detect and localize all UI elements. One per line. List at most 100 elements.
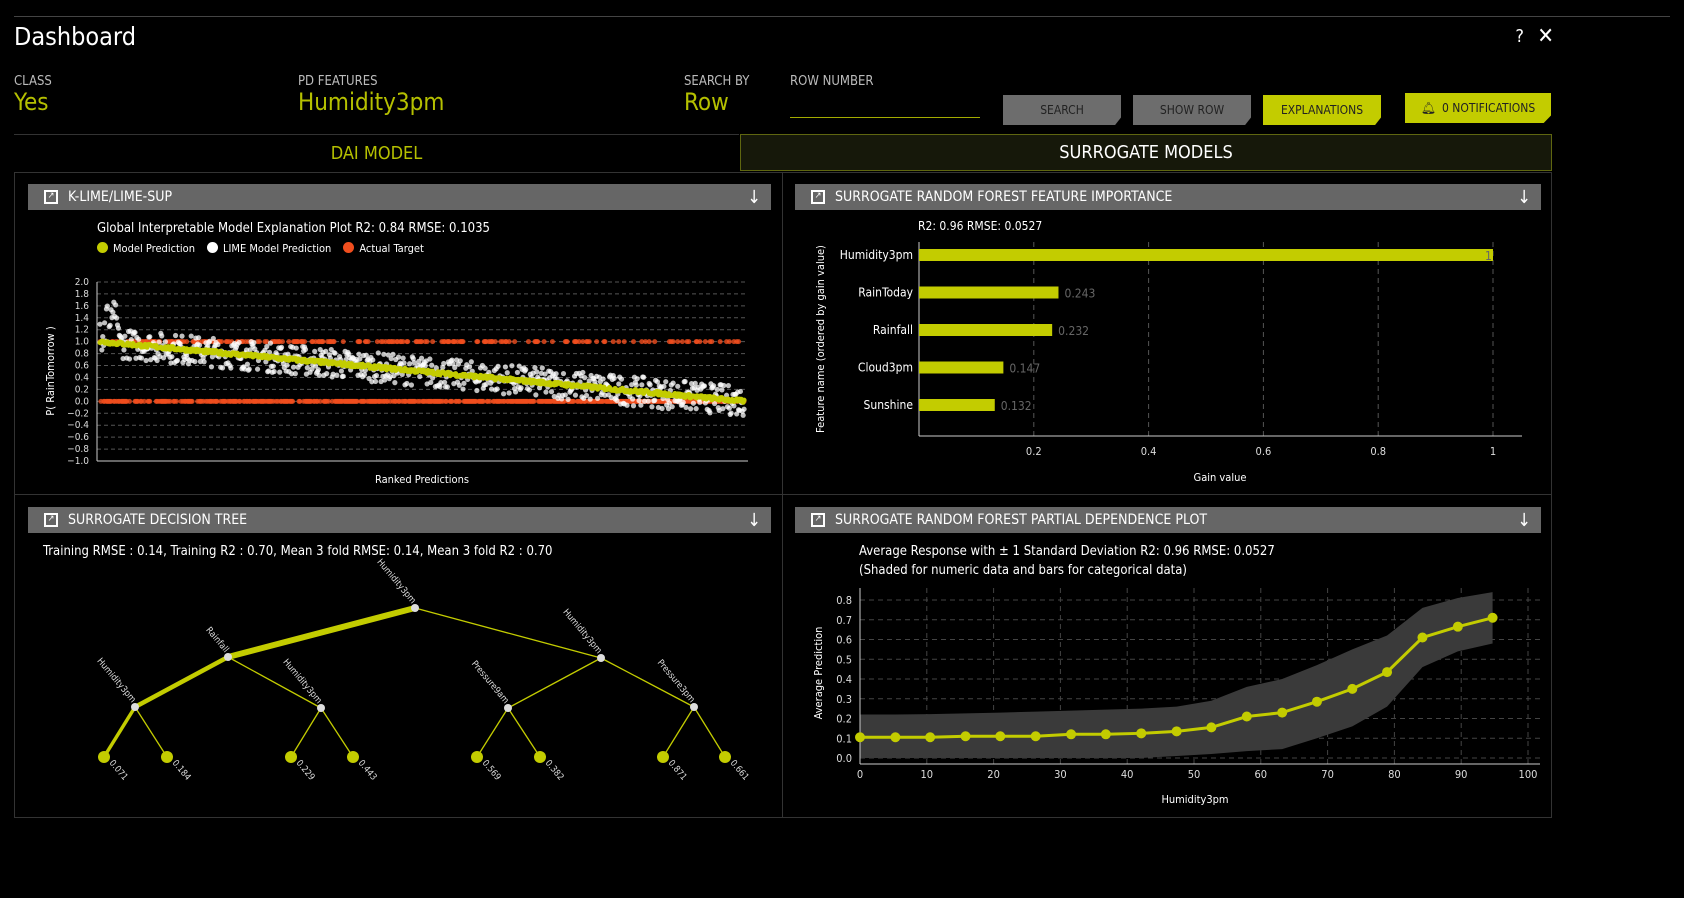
lime-prediction-point xyxy=(523,367,529,373)
lime-prediction-point xyxy=(375,350,381,356)
x-tick-label: 40 xyxy=(1121,768,1134,781)
pd-features-value[interactable]: Humidity3pm xyxy=(298,88,445,116)
lime-prediction-point xyxy=(422,363,428,369)
leaf-node xyxy=(161,751,173,763)
actual-target-point xyxy=(354,398,360,404)
lime-prediction-point xyxy=(207,338,213,344)
lime-prediction-point xyxy=(236,339,242,346)
actual-target-point xyxy=(446,339,452,345)
search-button[interactable]: SEARCH xyxy=(1003,95,1121,125)
lime-prediction-point xyxy=(407,361,413,367)
value-label: 0.147 xyxy=(1009,362,1040,376)
search-by-value[interactable]: Row xyxy=(684,88,729,116)
actual-target-point xyxy=(456,398,462,404)
y-tick-label: 0.0 xyxy=(836,752,852,765)
lime-legend: Model Prediction LIME Model Prediction A… xyxy=(97,242,424,255)
leaf-node xyxy=(534,751,546,763)
lime-prediction-point xyxy=(583,392,590,399)
tree-node xyxy=(504,704,512,712)
actual-target-point xyxy=(541,339,547,345)
y-tick-label: 1.2 xyxy=(75,325,89,336)
help-icon[interactable]: ? xyxy=(1515,26,1524,47)
lime-prediction-point xyxy=(734,411,740,417)
download-icon[interactable]: ↓ xyxy=(1517,509,1531,531)
value-label: 0.243 xyxy=(1064,287,1095,301)
lime-prediction-point xyxy=(195,335,202,341)
tree-edge xyxy=(414,607,602,659)
x-axis-label: Ranked Predictions xyxy=(375,473,469,486)
std-band xyxy=(860,592,1493,758)
close-icon[interactable]: ✕ xyxy=(1537,24,1554,49)
lime-prediction-point xyxy=(334,372,340,378)
actual-target-point xyxy=(405,339,411,345)
x-tick-label: 10 xyxy=(921,768,934,781)
lime-prediction-point xyxy=(444,384,450,390)
lime-prediction-point xyxy=(553,371,559,377)
lime-prediction-point xyxy=(427,356,433,362)
actual-target-point xyxy=(126,398,132,404)
lime-prediction-point xyxy=(629,396,636,402)
notifications-button[interactable]: 🔔︎ 0 NOTIFICATIONS xyxy=(1405,93,1551,123)
lime-prediction-point xyxy=(293,345,299,351)
lime-prediction-point xyxy=(115,325,122,331)
download-icon[interactable]: ↓ xyxy=(747,509,761,531)
lime-prediction-point xyxy=(587,396,593,402)
actual-target-point xyxy=(594,339,600,345)
row-number-label: ROW NUMBER xyxy=(790,74,874,89)
data-point xyxy=(1206,722,1217,733)
y-tick-label: 0.2 xyxy=(836,713,852,726)
lime-prediction-point xyxy=(633,382,639,388)
lime-prediction-point xyxy=(100,334,106,340)
lime-prediction-point xyxy=(618,376,625,382)
data-point xyxy=(960,731,971,742)
lime-prediction-point xyxy=(692,380,698,386)
leaf-node xyxy=(719,751,731,763)
download-icon[interactable]: ↓ xyxy=(1517,186,1531,208)
y-tick-label: 0.7 xyxy=(836,614,852,627)
category-label: RainToday xyxy=(858,286,913,300)
data-point xyxy=(1277,707,1288,718)
lime-prediction-point xyxy=(509,363,515,369)
lime-prediction-point xyxy=(669,404,675,410)
actual-target-point xyxy=(616,339,622,345)
lime-prediction-point xyxy=(594,395,601,402)
data-point xyxy=(855,732,865,743)
lime-prediction-point xyxy=(630,403,637,409)
lime-prediction-point xyxy=(312,348,318,354)
tab-dai-model[interactable]: DAI MODEL xyxy=(14,134,739,171)
bar xyxy=(919,361,1004,374)
data-point xyxy=(1347,683,1358,694)
lime-prediction-point xyxy=(532,364,538,371)
y-axis-label: Average Prediction xyxy=(812,627,825,720)
lime-prediction-point xyxy=(138,355,145,361)
actual-target-point xyxy=(652,339,658,345)
show-row-button[interactable]: SHOW ROW xyxy=(1133,95,1251,125)
y-tick-label: −0.6 xyxy=(67,432,89,443)
data-point xyxy=(1452,621,1463,632)
lime-prediction-point xyxy=(654,379,661,385)
lime-prediction-point xyxy=(701,383,708,389)
actual-target-point xyxy=(631,339,637,345)
actual-target-point xyxy=(506,339,512,345)
lime-prediction-point xyxy=(147,334,153,340)
lime-prediction-point xyxy=(174,357,180,364)
lime-prediction-point xyxy=(737,388,743,395)
actual-target-point xyxy=(214,398,220,404)
tree-edge xyxy=(600,657,695,708)
category-label: Rainfall xyxy=(873,323,913,337)
tab-surrogate-models[interactable]: SURROGATE MODELS xyxy=(740,134,1552,171)
class-value[interactable]: Yes xyxy=(14,88,49,116)
lime-prediction-point xyxy=(428,379,434,386)
actual-target-point xyxy=(525,339,531,345)
tree-edge xyxy=(476,707,509,758)
y-tick-label: −1.0 xyxy=(67,456,89,467)
lime-prediction-point xyxy=(495,363,501,369)
download-icon[interactable]: ↓ xyxy=(747,186,761,208)
lime-prediction-point xyxy=(391,373,397,379)
row-number-input[interactable] xyxy=(790,92,980,118)
legend-lime-prediction: LIME Model Prediction xyxy=(206,242,331,255)
x-tick-label: 70 xyxy=(1321,768,1334,781)
explanations-button[interactable]: EXPLANATIONS xyxy=(1263,95,1381,125)
y-tick-label: 1.4 xyxy=(75,313,90,324)
